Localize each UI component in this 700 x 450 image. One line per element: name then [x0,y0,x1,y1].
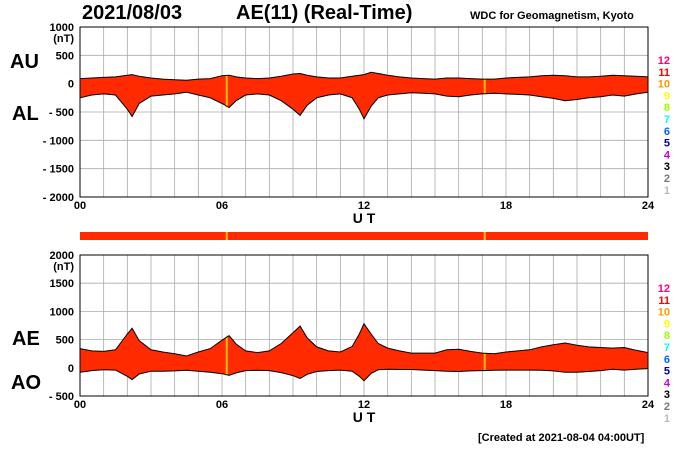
y-tick-label: 500 [56,335,74,347]
x-tick-label: 18 [500,200,512,212]
x-tick-label: 00 [74,200,86,212]
y-tick-label: 500 [56,50,74,62]
station-count-legend-item: 2 [664,173,670,185]
au-label: AU [10,51,39,73]
y-tick-label: - 1500 [43,164,74,176]
al-label: AL [12,103,39,125]
ao-label: AO [11,372,41,394]
station-count-legend-item: 2 [664,401,670,413]
station-count-legend-item: 8 [664,102,670,114]
station-count-legend-item: 9 [664,90,670,102]
station-count-legend-item: 12 [658,55,670,67]
station-count-legend-item: 7 [664,114,670,126]
station-count-legend-item: 8 [664,330,670,342]
au-al-band [80,72,648,119]
unit-label: (nT) [53,261,74,273]
station-count-legend-item: 4 [664,149,671,161]
station-count-legend-item: 3 [664,389,670,401]
x-axis-label: U T [353,210,376,226]
station-count-legend-item: 11 [658,67,670,79]
station-count-legend-item: 7 [664,342,670,354]
chart-title: AE(11) (Real-Time) [236,2,413,24]
station-count-legend-item: 6 [664,126,670,138]
x-tick-label: 12 [358,200,370,212]
x-tick-label: 00 [74,399,86,411]
plot-frame [79,254,649,397]
creation-footer: [Created at 2021-08-04 04:00UT] [478,432,645,444]
unit-label: (nT) [53,33,74,45]
station-count-legend-item: 5 [664,138,670,150]
y-tick-label: 0 [68,363,74,375]
x-tick-label: 18 [500,399,512,411]
ae-ao-band [80,323,648,381]
y-tick-label: 0 [68,79,74,91]
station-count-legend-item: 1 [664,185,670,197]
x-tick-label: 24 [642,399,655,411]
station-count-legend-item: 10 [658,79,670,91]
station-count-legend-item: 1 [664,413,670,425]
date-title: 2021/08/03 [82,2,183,24]
x-axis-label: U T [353,409,376,425]
x-tick-label: 24 [642,200,655,212]
x-tick-label: 12 [358,399,370,411]
station-count-legend-item: 3 [664,161,670,173]
x-tick-label: 06 [216,399,228,411]
station-status-bar [80,232,648,240]
y-tick-label: 2000 [50,250,74,262]
y-tick-label: - 500 [49,107,74,119]
ao-line [79,368,649,382]
y-tick-label: 1000 [50,306,74,318]
al-line [79,91,649,120]
y-tick-label: 1500 [50,278,74,290]
au-line [79,71,649,81]
station-count-legend-item: 9 [664,318,670,330]
station-count-legend-item: 5 [664,366,670,378]
station-status-highlight [225,232,228,240]
plot-frame [79,26,649,198]
x-tick-label: 06 [216,200,228,212]
station-count-legend-item: 10 [658,307,670,319]
ae-label: AE [12,328,40,350]
y-tick-label: - 1000 [43,135,74,147]
station-count-legend-item: 11 [658,295,670,307]
station-count-legend-item: 4 [664,377,671,389]
source-credit: WDC for Geomagnetism, Kyoto [470,10,634,22]
ae-line [79,322,649,357]
y-tick-label: - 2000 [43,192,74,204]
station-count-legend-item: 12 [658,283,670,295]
y-tick-label: - 500 [49,391,74,403]
station-count-legend-item: 6 [664,354,670,366]
station-status-highlight [483,232,486,240]
y-tick-label: 1000 [50,22,74,34]
